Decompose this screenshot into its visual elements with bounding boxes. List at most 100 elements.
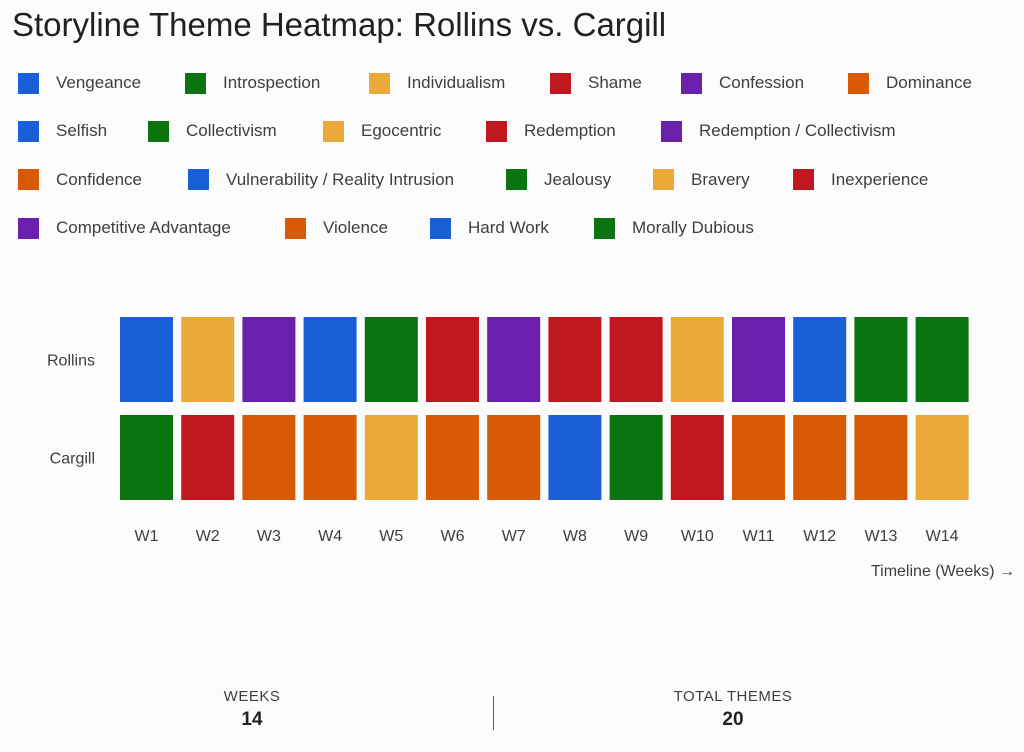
legend-swatch (486, 120, 507, 142)
legend-swatch (18, 120, 39, 142)
tick-label: W8 (563, 528, 587, 545)
legend-item: Confidence (18, 169, 142, 191)
legend-label: Shame (588, 73, 642, 92)
legend-label: Bravery (691, 169, 750, 189)
legend-swatch (430, 217, 451, 239)
heatmap-cell (609, 317, 663, 402)
legend-item: Individualism (369, 72, 505, 94)
legend-swatch (185, 72, 206, 94)
tick-label: W12 (803, 528, 836, 545)
chart-title: Storyline Theme Heatmap: Rollins vs. Car… (12, 6, 667, 43)
row-label: Cargill (50, 451, 95, 468)
heatmap-cell (242, 415, 296, 500)
legend-swatch (653, 169, 674, 191)
heatmap-chart: Rollins Cargill W1 W2 W3 W4 W5 W6 W7 W8 W9 W10 W11 W1… (47, 317, 1015, 580)
legend-row: Vengeance Introspection Individualism Shame… (18, 64, 1018, 112)
legend-item: Vengeance (18, 72, 141, 94)
legend-label: Selfish (56, 121, 108, 141)
total-themes-value: 20 (722, 709, 744, 730)
legend-item: Jealousy (506, 169, 611, 191)
row-label: Rollins (47, 353, 95, 370)
weeks-value: 14 (241, 709, 263, 730)
heatmap-cell (364, 317, 418, 402)
legend-row: Competitive Advantage Violence Hard Work Mo… (18, 209, 1018, 257)
legend-item: Competitive Advantage (18, 217, 231, 239)
legend-swatch (369, 72, 390, 94)
legend-label: Collectivism (186, 121, 277, 141)
tick-label: W1 (135, 528, 159, 545)
legend-item: Violence (285, 217, 388, 239)
tick-label: W10 (681, 528, 714, 545)
legend-label: Dominance (886, 73, 972, 92)
legend: Vengeance Introspection Individualism Shame… (18, 64, 1018, 258)
tick-label: W7 (502, 528, 526, 545)
tick-label: W2 (196, 528, 220, 545)
tick-label: W6 (441, 528, 465, 545)
legend-item: Vulnerability / Reality Intrusion (188, 169, 454, 191)
heatmap-cell (120, 415, 173, 500)
legend-swatch (18, 72, 39, 94)
weeks-label: WEEKS (223, 688, 281, 705)
tick-label: W9 (624, 528, 648, 545)
legend-item: Selfish (18, 120, 107, 142)
legend-swatch (681, 72, 702, 94)
legend-label: Morally Dubious (632, 218, 754, 238)
legend-label: Vengeance (56, 73, 142, 92)
heatmap-cell (548, 415, 602, 500)
tick-label: W3 (257, 528, 281, 545)
legend-item: Redemption / Collectivism (661, 120, 896, 142)
heatmap-cell (364, 415, 418, 500)
legend-swatch (550, 72, 571, 94)
legend-label: Introspection (223, 73, 321, 92)
legend-swatch (18, 169, 39, 191)
heatmap-cell (915, 415, 969, 500)
heatmap-cell (181, 317, 235, 402)
heatmap-cell (487, 317, 541, 402)
heatmap-cell (915, 317, 969, 402)
legend-label: Hard Work (468, 218, 549, 238)
legend-label: Individualism (407, 73, 506, 92)
legend-item: Confession (681, 72, 804, 94)
heatmap-cell (181, 415, 235, 500)
legend-label: Jealousy (544, 169, 612, 189)
legend-item: Redemption (486, 120, 616, 142)
stats-divider (493, 696, 494, 730)
total-themes-label: TOTAL THEMES (673, 688, 793, 705)
legend-swatch (848, 72, 869, 94)
tick-label: W4 (318, 528, 342, 545)
legend-swatch (285, 217, 306, 239)
legend-label: Confidence (56, 169, 143, 189)
heatmap-cell (609, 415, 663, 500)
heatmap-cell (426, 317, 479, 402)
legend-swatch (793, 169, 814, 191)
heatmap-cell (426, 415, 479, 500)
tick-label: W14 (926, 528, 959, 545)
legend-swatch (148, 120, 169, 142)
legend-swatch (323, 120, 344, 142)
stats-footer: WEEKS 14 TOTAL THEMES 20 (0, 680, 1024, 752)
total-themes-stat: TOTAL THEMES 20 (603, 688, 863, 731)
legend-label: Confession (719, 73, 805, 92)
legend-swatch (661, 120, 682, 142)
legend-label: Violence (323, 218, 388, 238)
legend-label: Redemption (524, 121, 616, 141)
legend-item: Bravery (653, 169, 750, 191)
legend-label: Inexperience (831, 169, 929, 189)
heatmap-cell (670, 415, 724, 500)
legend-item: Dominance (848, 72, 972, 94)
legend-row: Selfish Collectivism Egocentric Redemption R… (18, 112, 1018, 160)
heatmap-cell (548, 317, 602, 402)
legend-item: Egocentric (323, 120, 441, 142)
legend-swatch (18, 217, 39, 239)
legend-item: Inexperience (793, 169, 928, 191)
heatmap-cell (854, 317, 908, 402)
legend-label: Vulnerability / Reality Intrusion (226, 169, 455, 189)
legend-item: Morally Dubious (594, 217, 754, 239)
heatmap-cell (303, 317, 357, 402)
legend-item: Hard Work (430, 217, 549, 239)
x-axis-label: Timeline (Weeks) → (871, 563, 1015, 580)
heatmap-cell (793, 415, 847, 500)
tick-label: W5 (379, 528, 403, 545)
heatmap-cell (670, 317, 724, 402)
heatmap-cell (793, 317, 847, 402)
